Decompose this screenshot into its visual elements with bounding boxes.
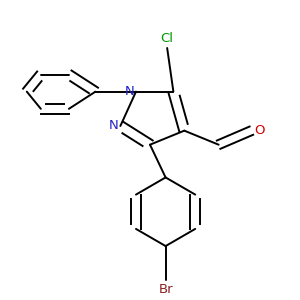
Text: N: N — [125, 85, 134, 98]
Text: N: N — [109, 119, 119, 133]
Text: Cl: Cl — [161, 32, 174, 45]
Text: O: O — [254, 124, 264, 137]
Text: Br: Br — [158, 284, 173, 296]
